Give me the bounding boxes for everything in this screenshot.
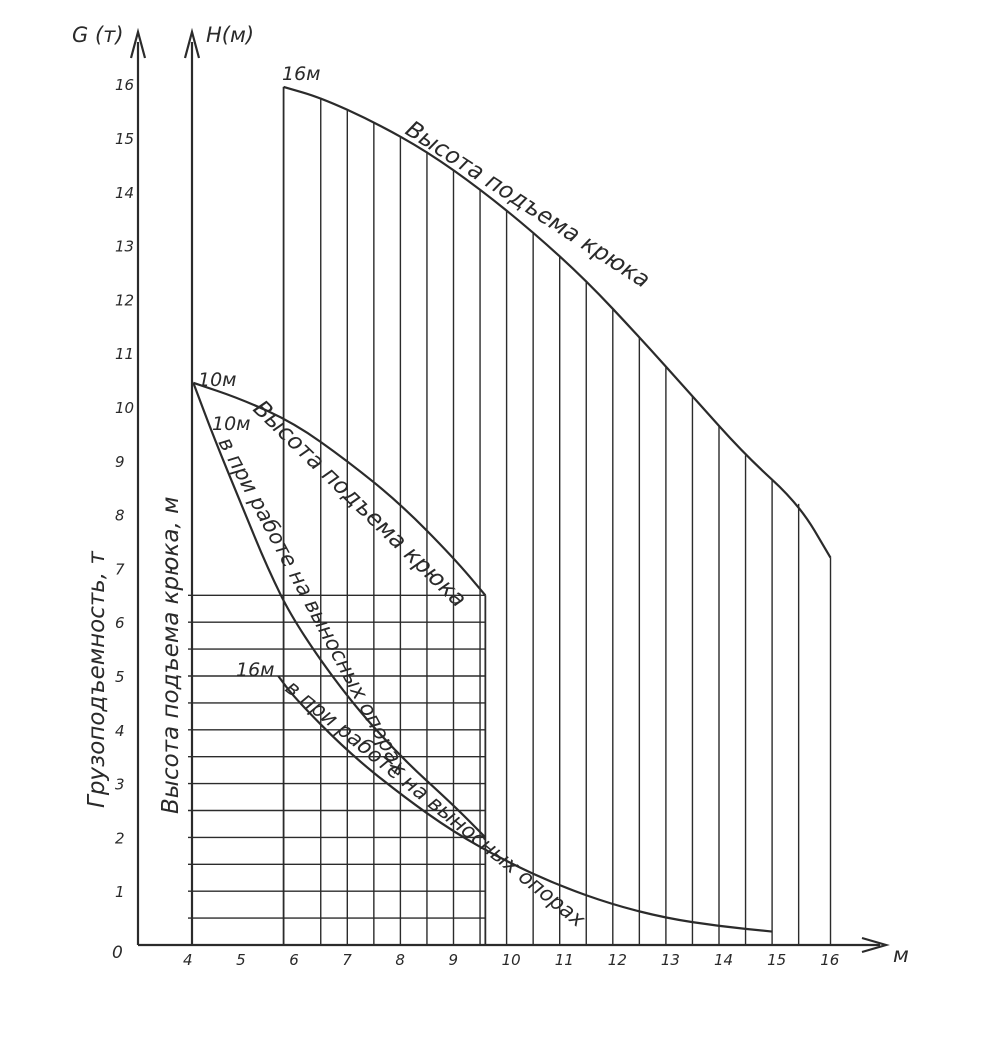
y-tick-label: 7 [115, 560, 125, 578]
x-tick-label: 12 [608, 951, 627, 969]
x-tick-label: 13 [661, 951, 680, 969]
series-line-1 [283, 85, 832, 559]
h-axis-caption: Высота подъема крюка, м [158, 497, 184, 814]
y-tick-label: 12 [115, 291, 134, 309]
x-axis-arrow [861, 936, 890, 954]
y-tick-label: 8 [115, 507, 125, 525]
x-tick-label: 11 [555, 951, 574, 969]
y-tick-label: 14 [115, 184, 134, 202]
y-tick-label: 1 [115, 883, 125, 901]
series-3-length-label: 10м [212, 413, 251, 435]
series-line-4 [277, 675, 773, 933]
x-tick-label: 8 [395, 951, 405, 969]
g-axis-caption: Грузоподъемность, т [84, 551, 110, 808]
y-tick-label: 2 [115, 829, 125, 847]
g-axis-label: G (т) [72, 23, 124, 47]
y-tick-label: 5 [115, 668, 125, 686]
y-tick-label: 4 [115, 722, 125, 740]
x-tick-label: 5 [236, 951, 246, 969]
hatching-grid [188, 86, 832, 945]
x-tick-label: 6 [289, 951, 299, 969]
y-tick-label: 15 [115, 130, 134, 148]
x-tick-label: 15 [767, 951, 786, 969]
series-1-name: Высота подъема крюка [401, 116, 655, 293]
series [192, 85, 832, 933]
series-1-length-label: 16м [282, 63, 321, 85]
g-axis-arrow [129, 27, 147, 59]
x-axis-label: м [893, 943, 909, 967]
y-tick-label: 16 [115, 76, 134, 94]
series-line-3 [192, 382, 487, 839]
series-2-length-label: 10м [198, 369, 237, 391]
y-tick-label: 13 [115, 238, 134, 256]
y-tick-label: 10 [115, 399, 134, 417]
y-tick-label: 11 [115, 345, 134, 363]
series-3-name: в при работе на выносных опорах [214, 433, 413, 779]
series-4-name: в при работе на выносных опорах [281, 675, 590, 932]
series-line-2 [192, 381, 487, 597]
series-2-name: Высота подъема крюка [248, 396, 471, 613]
x-tick-label: 16 [820, 951, 839, 969]
x-tick-label: 7 [342, 951, 352, 969]
x-tick-label: 10 [502, 951, 521, 969]
tick-labels: 4 5 6 7 8 9 10 11 12 13 14 15 1612345678910111213141… [115, 76, 839, 969]
x-tick-label: 14 [714, 951, 733, 969]
series-4-length-label: 16м [236, 659, 275, 681]
y-tick-label: 9 [115, 453, 125, 471]
x-tick-label: 9 [449, 951, 459, 969]
y-tick-label: 3 [115, 776, 125, 794]
axes [129, 27, 890, 954]
x-tick-label: 4 [183, 951, 193, 969]
y-tick-label: 6 [115, 614, 125, 632]
origin-label: 0 [112, 943, 123, 963]
h-axis-label: H(м) [206, 23, 254, 47]
h-axis-arrow [183, 27, 201, 59]
